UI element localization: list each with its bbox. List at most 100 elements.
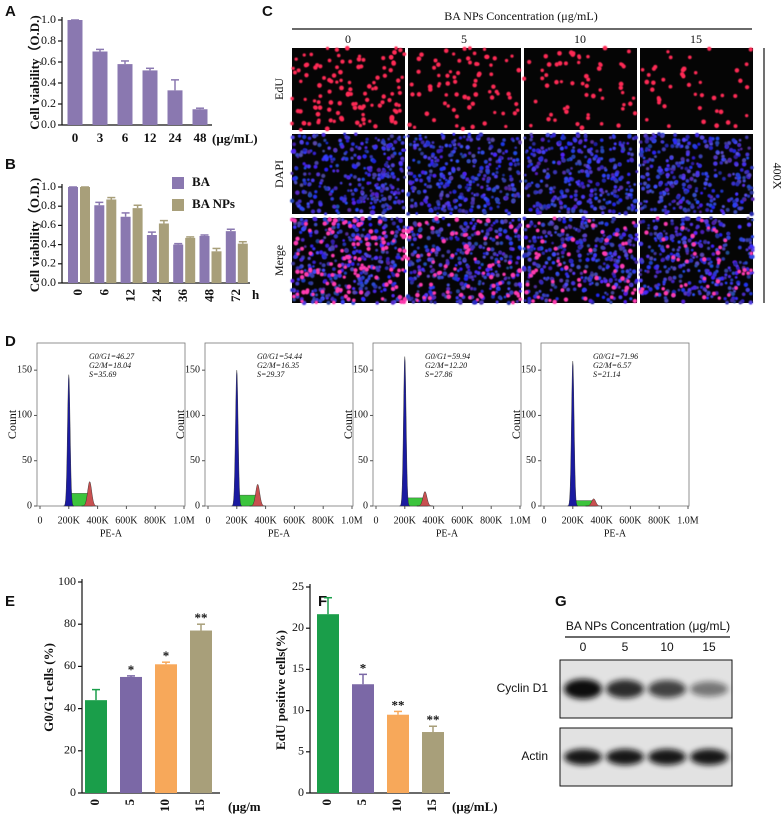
edu-cell [437,74,440,77]
nucleus [588,299,592,303]
nucleus [340,144,344,148]
edu-cell [553,216,557,220]
edu-cell [300,247,304,251]
bar [387,715,409,793]
edu-cell [490,95,494,99]
edu-cell [429,282,433,286]
phase-stat: S=35.69 [89,370,116,379]
edu-cell [295,57,298,60]
nucleus [639,242,642,245]
y-axis-label: G0/G1 cells (%) [41,643,56,732]
nucleus [648,245,651,248]
nucleus [744,283,748,287]
nucleus [698,154,702,158]
nucleus [651,190,654,193]
edu-cell [671,255,675,259]
edu-cell [575,122,579,126]
nucleus [353,154,356,157]
nucleus [500,257,503,260]
nucleus [589,193,594,198]
edu-cell [453,75,457,79]
nucleus [368,275,371,278]
nucleus [474,177,478,181]
edu-cell [661,287,665,291]
edu-cell [712,292,716,296]
nucleus [498,202,501,205]
nucleus [540,296,544,300]
edu-cell [299,128,303,132]
nucleus [536,204,539,207]
nucleus [291,262,295,266]
nucleus [527,156,530,159]
nucleus [627,152,630,155]
nucleus [580,272,583,275]
nucleus [342,239,345,242]
edu-cell [359,266,364,271]
nucleus [504,186,508,190]
nucleus [583,145,586,148]
micrograph [522,216,638,304]
nucleus [705,178,708,181]
band [690,749,728,765]
edu-cell [382,231,386,235]
edu-cell [297,68,301,72]
nucleus [640,147,643,150]
nucleus [456,159,460,163]
edu-cell [316,112,321,117]
nucleus [709,216,712,219]
nucleus [461,155,465,159]
edu-cell [465,250,470,255]
edu-cell [468,61,472,65]
nucleus [502,179,506,183]
bar [121,217,131,283]
nucleus [654,232,658,236]
nucleus [675,180,678,183]
nucleus [634,237,638,241]
edu-cell [348,224,352,228]
nucleus [381,194,384,197]
y-tick-label: 80 [64,616,76,630]
edu-cell [398,48,402,52]
bar [190,631,212,793]
edu-cell [348,81,352,85]
edu-cell [322,221,326,225]
nucleus [601,211,604,214]
band [564,749,602,765]
nucleus [712,252,716,256]
edu-cell [355,120,360,125]
x-tick-label: 5 [354,799,369,806]
edu-cell [346,297,350,301]
nucleus [742,292,746,296]
edu-cell [402,249,406,253]
nucleus [493,152,498,157]
edu-cell [661,78,665,82]
nucleus [562,171,566,175]
nucleus [290,172,293,175]
nucleus [299,231,302,234]
nucleus [665,232,668,235]
nucleus [694,198,697,201]
nucleus [518,238,521,241]
edu-cell [727,293,731,297]
nucleus [566,158,569,161]
nucleus [678,289,681,292]
nucleus [512,139,515,142]
edu-cell [348,260,351,263]
edu-cell [434,59,438,63]
nucleus [390,134,394,138]
edu-cell [352,298,356,302]
edu-cell [598,62,601,65]
nucleus [456,237,460,241]
nucleus [292,298,296,302]
nucleus [590,271,593,274]
edu-cell [558,263,562,267]
nucleus [694,264,697,267]
nucleus [353,246,356,249]
nucleus [511,219,514,222]
nucleus [391,147,395,151]
nucleus [721,210,725,214]
nucleus [463,221,467,225]
nucleus [533,239,537,243]
edu-cell [290,122,294,126]
nucleus [546,172,549,175]
